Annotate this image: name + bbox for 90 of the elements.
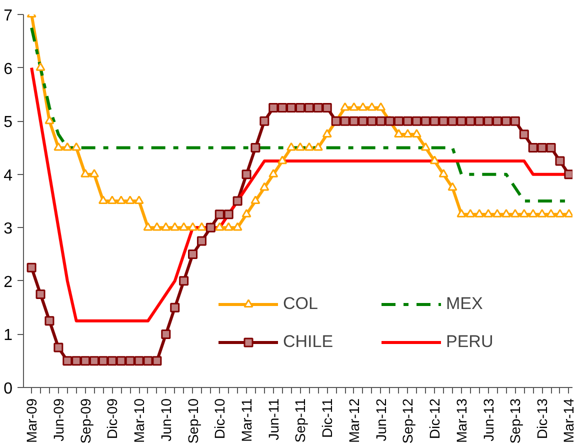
point	[474, 208, 484, 218]
point	[537, 208, 547, 218]
x-tick-label: Dic-12	[426, 398, 443, 439]
legend-label: MEX	[446, 294, 484, 314]
point	[349, 102, 359, 111]
point	[62, 142, 72, 151]
point	[528, 208, 538, 218]
x-tick-label: Sep-12	[400, 398, 416, 444]
x-tick-label: Jun-10	[158, 398, 174, 442]
point	[466, 208, 476, 218]
point	[107, 196, 117, 204]
point	[402, 129, 412, 138]
point	[367, 102, 377, 111]
x-tick-label: Jun-09	[50, 398, 66, 442]
point	[72, 142, 82, 151]
y-tick-label: 7	[4, 8, 13, 24]
point	[134, 196, 144, 204]
point	[519, 208, 529, 218]
x-tick-label: Sep-13	[507, 398, 524, 444]
point	[278, 156, 288, 164]
point	[170, 222, 180, 231]
point	[268, 168, 278, 178]
x-tick-label: Jun-12	[372, 398, 389, 442]
point	[161, 222, 171, 231]
point	[98, 196, 108, 204]
point	[322, 129, 332, 138]
point	[80, 168, 90, 178]
y-tick-label: 1	[4, 327, 13, 344]
legend-label: CHILE	[283, 332, 334, 352]
point	[214, 222, 224, 231]
point	[54, 142, 64, 151]
legend-label: COL	[283, 294, 319, 314]
x-tick-label: Jun-11	[265, 398, 282, 440]
x-tick-label: Sep-09	[77, 398, 94, 444]
point	[250, 196, 260, 204]
point	[501, 208, 511, 218]
point	[412, 129, 422, 138]
x-tick-label: Mar-10	[131, 398, 148, 443]
point	[232, 222, 242, 231]
point	[420, 142, 430, 151]
point	[143, 222, 153, 231]
point	[188, 222, 198, 231]
x-tick-label: Sep-10	[184, 398, 201, 444]
x-tick-label: Mar-14	[560, 398, 576, 443]
point	[116, 196, 126, 204]
x-tick-label: Dic-11	[319, 398, 336, 438]
y-tick-label: 6	[4, 60, 13, 78]
point	[430, 156, 440, 164]
point	[456, 208, 466, 218]
point	[510, 208, 520, 218]
point	[546, 208, 556, 218]
x-tick-label: Dic-10	[212, 398, 228, 439]
point	[313, 142, 323, 151]
point	[90, 168, 99, 178]
point	[448, 182, 458, 191]
point	[36, 62, 46, 71]
point	[224, 222, 234, 231]
y-tick-label: 5	[4, 114, 13, 132]
point	[394, 129, 404, 138]
point	[242, 208, 252, 218]
point	[484, 208, 494, 218]
point	[358, 102, 368, 111]
point	[295, 142, 305, 151]
point	[179, 222, 189, 231]
point	[196, 222, 206, 231]
point	[438, 168, 448, 178]
legend-label: PERU	[446, 332, 494, 352]
x-tick-label: Mar-12	[346, 398, 362, 443]
x-tick-label: Mar-09	[24, 398, 40, 443]
x-tick-label: Mar-11	[238, 398, 255, 442]
point	[555, 208, 565, 218]
y-tick-label: 2	[4, 274, 13, 291]
point	[152, 222, 162, 231]
x-tick-label: Jun-13	[480, 398, 496, 442]
point	[564, 208, 572, 218]
point	[260, 182, 270, 191]
point	[304, 142, 314, 151]
y-tick-label: 0	[4, 380, 13, 398]
point	[125, 196, 135, 204]
point	[492, 208, 502, 218]
point	[340, 102, 350, 111]
y-tick-label: 4	[4, 167, 13, 184]
point	[286, 142, 296, 151]
x-tick-label: Dic-13	[534, 398, 550, 439]
x-tick-label: Dic-09	[104, 398, 120, 439]
y-tick-label: 3	[4, 220, 13, 238]
point	[376, 102, 386, 111]
x-tick-label: Sep-11	[292, 398, 308, 443]
x-tick-label: Mar-13	[453, 398, 470, 443]
point	[44, 116, 54, 124]
